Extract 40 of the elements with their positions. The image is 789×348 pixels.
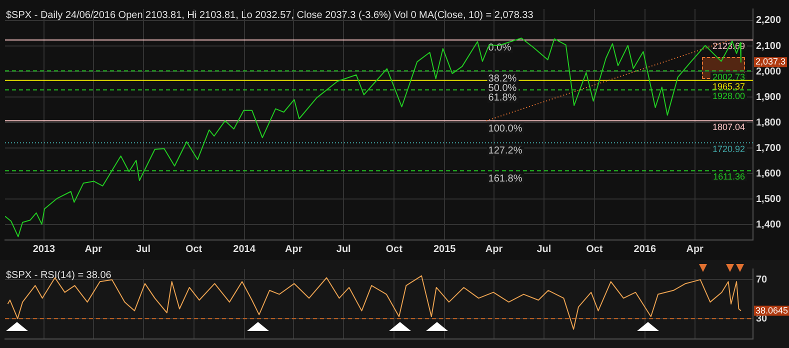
- annotation: 100.0%: [488, 124, 522, 135]
- chart-title: $SPX - Daily 24/06/2016 Open 2103.81, Hi 2103.81, Lo 2032.57, Close 2037.3 (-3.6%) Vol 0 MA(Close, 10) = 2,078.33: [6, 10, 534, 21]
- annotation: 161.8%: [488, 173, 522, 184]
- x-tick-label: Apr: [285, 244, 302, 255]
- x-tick-label: Jul: [136, 244, 151, 255]
- x-tick-label: Jul: [536, 244, 552, 255]
- y-tick-label: 1,900: [756, 92, 782, 103]
- annotation: 127.2%: [488, 146, 522, 157]
- text: 2,037.3: [756, 56, 786, 67]
- x-tick-label: Jul: [336, 244, 352, 255]
- annotation: 61.8%: [488, 92, 517, 104]
- x-tick-label: Apr: [485, 244, 503, 255]
- x-tick-label: 2016: [634, 244, 656, 255]
- y-tick-label: 1,800: [756, 117, 782, 128]
- ref-line-label: 1928.00: [712, 90, 745, 101]
- text: 38.0645: [756, 305, 788, 316]
- x-tick-label: Oct: [386, 244, 404, 255]
- y-tick-label: 2,100: [756, 40, 782, 52]
- x-tick-label: 2014: [233, 244, 256, 255]
- y-tick-label: 2,000: [756, 66, 782, 78]
- chart-title: $SPX - RSI(14) = 38.06: [6, 270, 112, 281]
- x-tick-label: Oct: [185, 244, 203, 255]
- x-tick-label: Apr: [686, 244, 704, 255]
- ref-line-label: 1965.37: [712, 81, 745, 92]
- ref-line-label: 2002.73: [712, 72, 745, 82]
- y-tick-label: 1,500: [756, 194, 782, 205]
- ref-line-label: 1807.04: [712, 122, 745, 132]
- x-tick-label: 2013: [32, 244, 56, 255]
- x-tick-label: Apr: [84, 244, 102, 255]
- y-tick-label: 70: [756, 274, 768, 286]
- annotation: 50.0%: [488, 83, 517, 94]
- ref-line-label: 1611.36: [713, 172, 745, 182]
- x-tick-label: Oct: [586, 244, 604, 255]
- y-tick-label: 2,200: [756, 15, 782, 26]
- y-tick-label: 1,700: [756, 142, 782, 154]
- ref-line-label: 1720.92: [712, 144, 745, 154]
- x-tick-label: 2015: [433, 244, 456, 255]
- y-tick-label: 1,600: [756, 168, 782, 180]
- annotation: 38.2%: [488, 74, 517, 85]
- y-tick-label: 1,400: [756, 219, 782, 230]
